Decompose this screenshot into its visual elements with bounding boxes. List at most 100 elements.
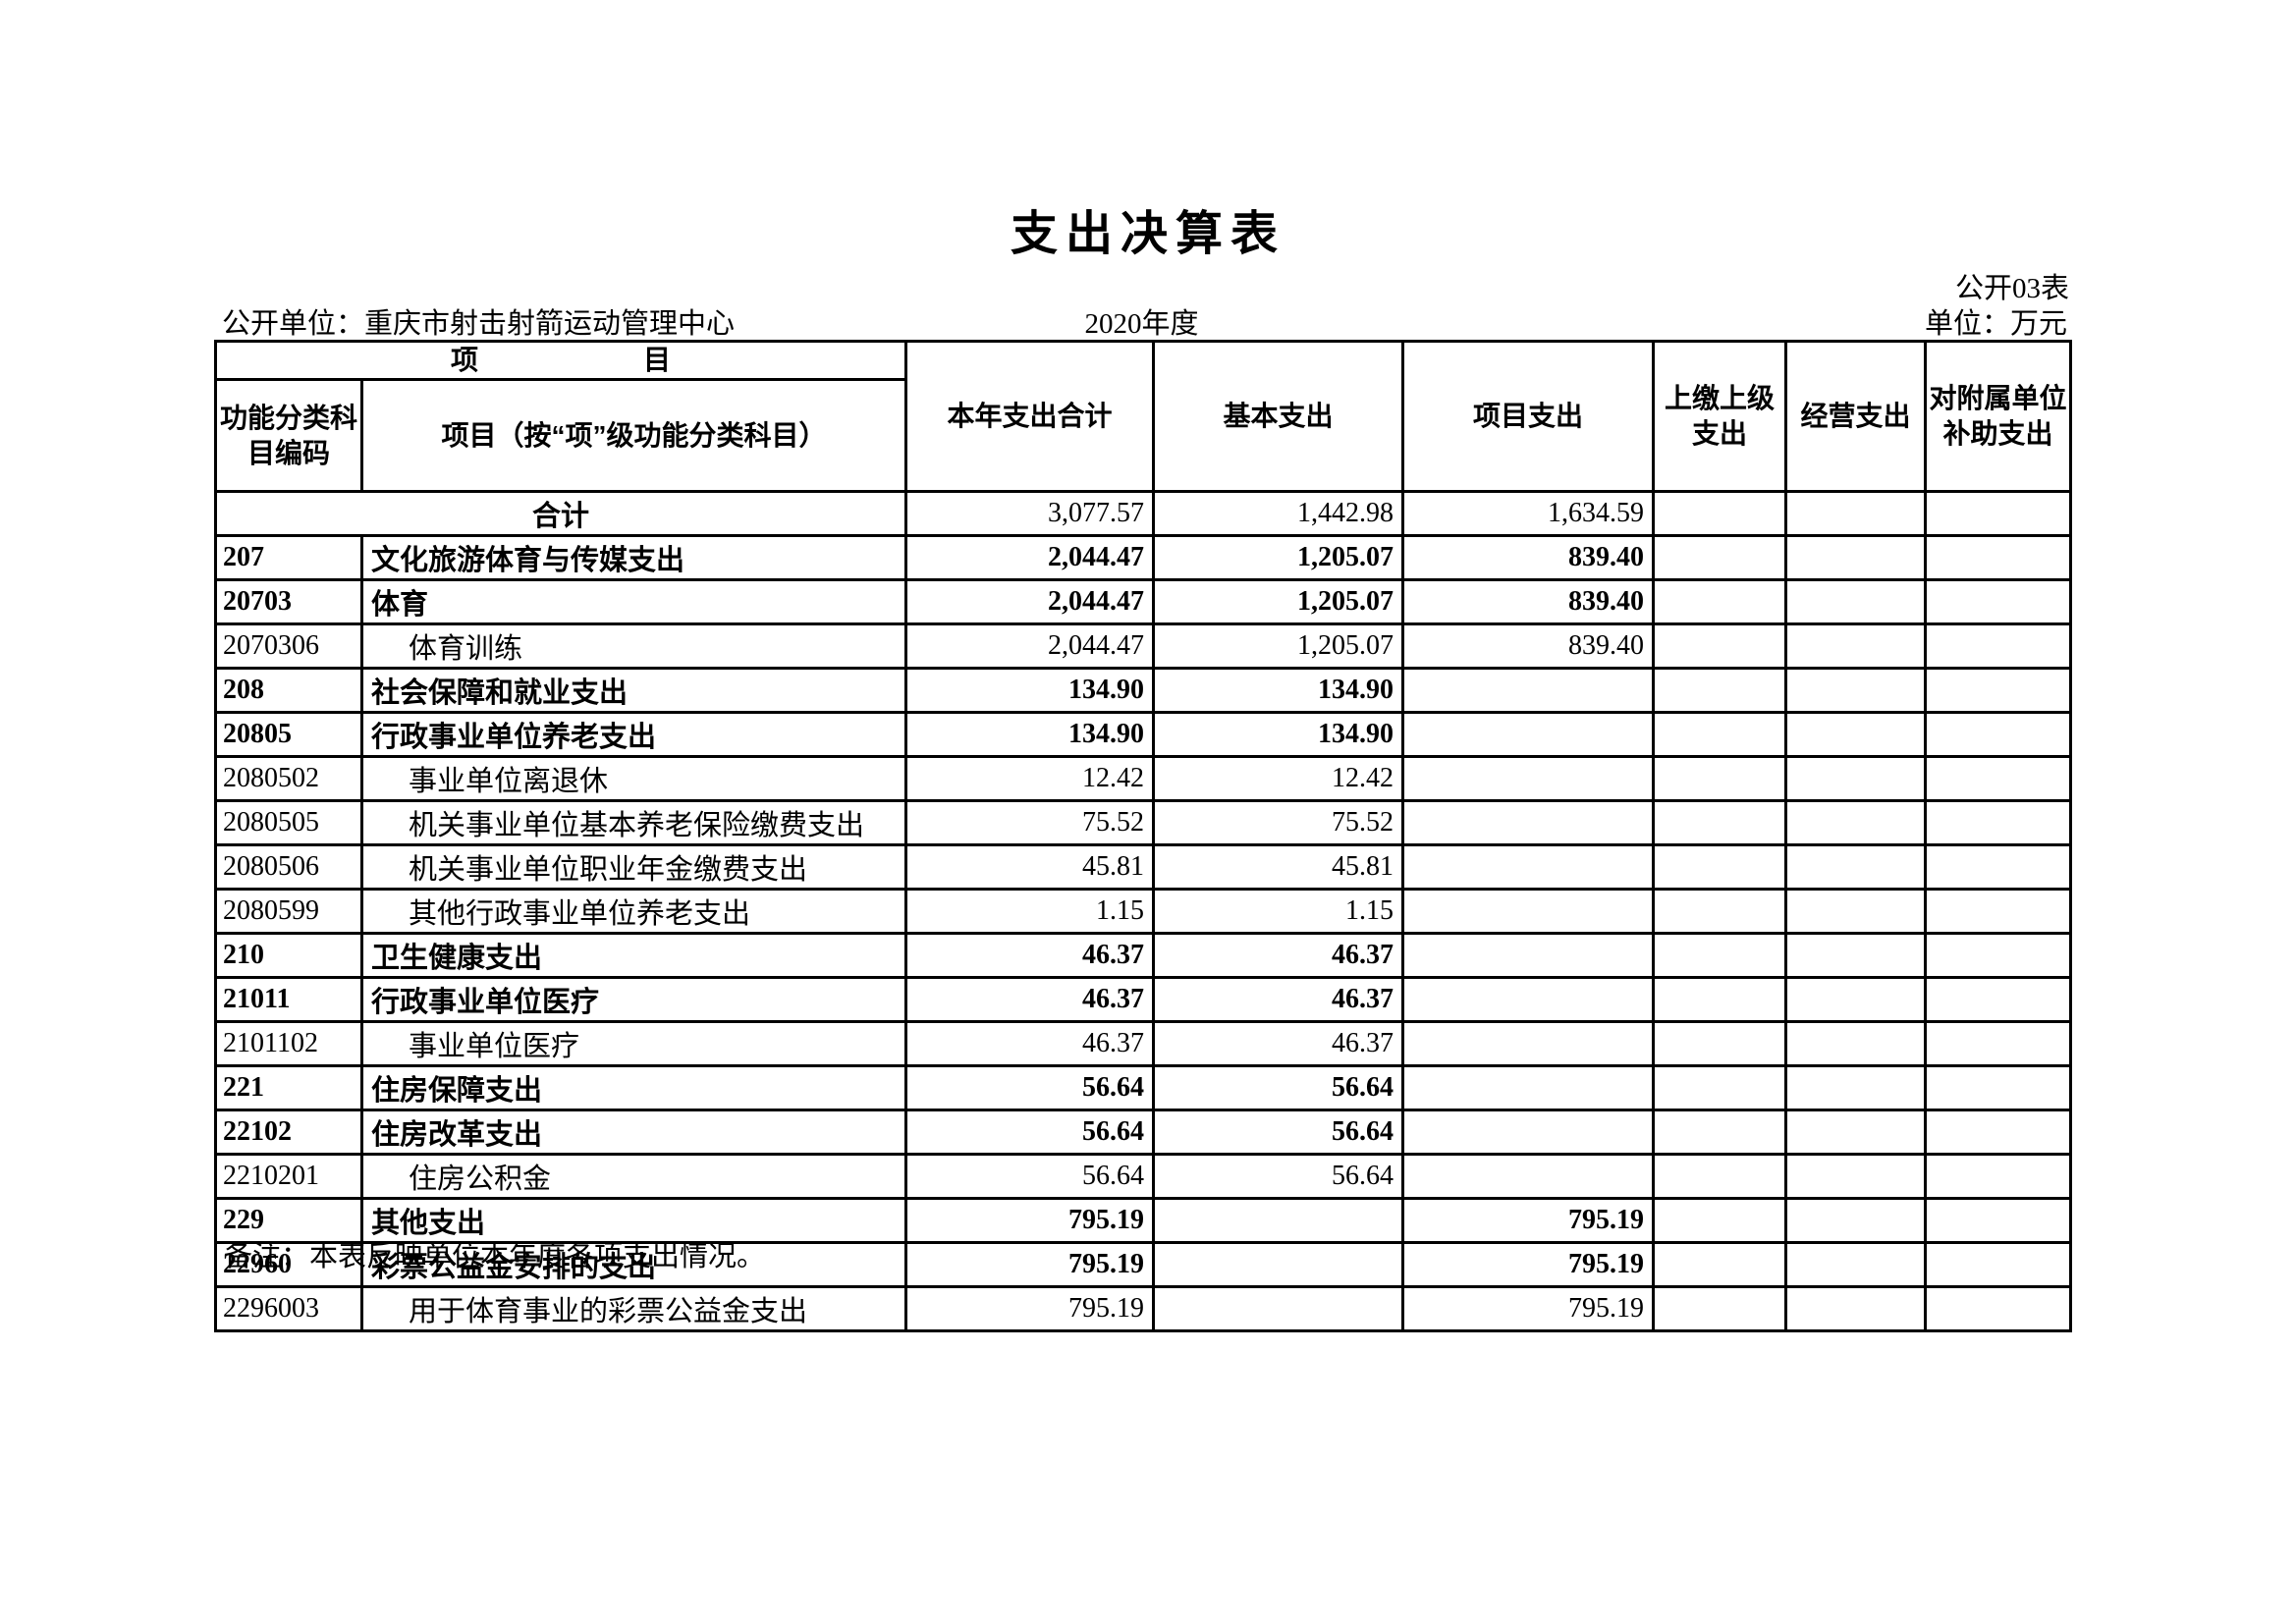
- value-cell-col2: 1,205.07: [1152, 534, 1405, 582]
- value-cell-col1: 134.90: [904, 667, 1156, 715]
- value-cell-col2: 56.64: [1152, 1064, 1405, 1112]
- name-cell: 文化旅游体育与传媒支出: [359, 534, 908, 582]
- code-cell: 21011: [214, 976, 363, 1024]
- value-cell-col4: [1652, 843, 1788, 892]
- name-cell: 行政事业单位医疗: [359, 976, 908, 1024]
- header-col-5: 经营支出: [1784, 339, 1928, 494]
- name-cell: 机关事业单位基本养老保险缴费支出: [359, 799, 908, 847]
- header-row-2: 功能分类科目编码 项目（按“项”级功能分类科目）: [214, 378, 2071, 494]
- code-cell: 210: [214, 932, 363, 980]
- value-cell-col5: [1784, 888, 1928, 936]
- header-item-label: 项目（按“项”级功能分类科目）: [359, 378, 908, 494]
- value-cell-col2: 1,205.07: [1152, 578, 1405, 626]
- value-cell-col3: [1401, 1153, 1656, 1201]
- code-cell: 2080599: [214, 888, 363, 936]
- value-cell-col5: [1784, 843, 1928, 892]
- table-row-2080506: 2080506 机关事业单位职业年金缴费支出 45.81 45.81: [214, 843, 2073, 892]
- value-cell-col3: 795.19: [1401, 1241, 1656, 1289]
- code-cell: 2210201: [214, 1153, 363, 1201]
- value-cell-col4: [1652, 622, 1788, 671]
- value-cell-col1: 46.37: [904, 976, 1156, 1024]
- name-cell: 社会保障和就业支出: [359, 667, 908, 715]
- table-row-2101102: 2101102 事业单位医疗 46.37 46.37: [214, 1020, 2073, 1068]
- value-cell-col6: [1924, 1241, 2073, 1289]
- value-cell-col4: [1652, 534, 1788, 582]
- value-cell-col3: 795.19: [1401, 1285, 1656, 1333]
- value-cell-col4: [1652, 799, 1788, 847]
- value-cell-col6: [1924, 711, 2073, 759]
- table-body: 合计 3,077.57 1,442.98 1,634.59 207 文化旅游体育与传媒支出…: [213, 490, 2073, 1333]
- value-cell-col3: [1401, 755, 1656, 803]
- value-cell-col5: [1784, 667, 1928, 715]
- value-cell-col3: [1401, 711, 1656, 759]
- value-cell-col5: [1784, 1064, 1928, 1112]
- value-cell-col2: 56.64: [1152, 1153, 1405, 1201]
- table-row-207: 207 文化旅游体育与传媒支出 2,044.47 1,205.07 839.40: [214, 534, 2073, 582]
- header-col-6: 对附属单位补助支出: [1924, 339, 2073, 494]
- value-cell-col5: [1784, 534, 1928, 582]
- value-cell-col2: [1152, 1285, 1405, 1333]
- value-cell-col2: [1152, 1197, 1405, 1245]
- header-item-group: 项 目: [213, 339, 908, 382]
- value-cell-col1: 2,044.47: [904, 534, 1156, 582]
- value-cell-col2: 1,205.07: [1152, 622, 1405, 671]
- header-col-4: 上缴上级支出: [1652, 339, 1788, 494]
- name-cell: 其他支出: [359, 1197, 908, 1245]
- code-cell: 20805: [214, 711, 363, 759]
- value-cell-col3: 1,634.59: [1401, 490, 1656, 538]
- code-cell: 208: [214, 667, 363, 715]
- value-cell-col5: [1784, 1197, 1928, 1245]
- value-cell-col5: [1784, 1285, 1928, 1333]
- table-row-2080505: 2080505 机关事业单位基本养老保险缴费支出 75.52 75.52: [214, 799, 2073, 847]
- value-cell-col5: [1784, 932, 1928, 980]
- name-cell: 体育训练: [359, 622, 908, 671]
- value-cell-col1: 56.64: [904, 1153, 1156, 1201]
- name-cell: 事业单位离退休: [359, 755, 908, 803]
- page-title: 支出决算表: [1010, 208, 1285, 260]
- value-cell-col2: 134.90: [1152, 711, 1405, 759]
- name-cell: 彩票公益金安排的支出: [359, 1241, 908, 1289]
- value-cell-col3: 839.40: [1401, 534, 1656, 582]
- value-cell-col4: [1652, 1064, 1788, 1112]
- table-row-2080502: 2080502 事业单位离退休 12.42 12.42: [214, 755, 2073, 803]
- value-cell-col4: [1652, 1285, 1788, 1333]
- value-cell-col3: [1401, 799, 1656, 847]
- value-cell-col3: 795.19: [1401, 1197, 1656, 1245]
- header-col-2: 基本支出: [1152, 339, 1405, 494]
- name-cell: 机关事业单位职业年金缴费支出: [359, 843, 908, 892]
- value-cell-col6: [1924, 1153, 2073, 1201]
- value-cell-col5: [1784, 1109, 1928, 1157]
- table-row-2070306: 2070306 体育训练 2,044.47 1,205.07 839.40: [214, 622, 2073, 671]
- total-label: 合计: [213, 490, 908, 538]
- value-cell-col5: [1784, 711, 1928, 759]
- value-cell-col4: [1652, 932, 1788, 980]
- value-cell-col1: 134.90: [904, 711, 1156, 759]
- value-cell-col3: [1401, 667, 1656, 715]
- code-cell: 2101102: [214, 1020, 363, 1068]
- value-cell-col6: [1924, 799, 2073, 847]
- value-cell-col4: [1652, 755, 1788, 803]
- value-cell-col2: 46.37: [1152, 976, 1405, 1024]
- value-cell-col3: 839.40: [1401, 578, 1656, 626]
- value-cell-col2: 56.64: [1152, 1109, 1405, 1157]
- value-cell-col6: [1924, 578, 2073, 626]
- table-row-221: 221 住房保障支出 56.64 56.64: [214, 1064, 2073, 1112]
- value-cell-col6: [1924, 1064, 2073, 1112]
- value-cell-col5: [1784, 1153, 1928, 1201]
- table-row-210: 210 卫生健康支出 46.37 46.37: [214, 932, 2073, 980]
- code-cell: 22960: [214, 1241, 363, 1289]
- value-cell-col6: [1924, 976, 2073, 1024]
- value-cell-col2: 12.42: [1152, 755, 1405, 803]
- value-cell-col2: 1,442.98: [1152, 490, 1405, 538]
- value-cell-col4: [1652, 976, 1788, 1024]
- name-cell: 住房公积金: [359, 1153, 908, 1201]
- name-cell: 用于体育事业的彩票公益金支出: [359, 1285, 908, 1333]
- value-cell-col6: [1924, 1020, 2073, 1068]
- value-cell-col1: 2,044.47: [904, 622, 1156, 671]
- table-row-2210201: 2210201 住房公积金 56.64 56.64: [214, 1153, 2073, 1201]
- value-cell-col1: 45.81: [904, 843, 1156, 892]
- value-cell-col3: [1401, 843, 1656, 892]
- table-row-229: 229 其他支出 795.19 795.19: [214, 1197, 2073, 1245]
- code-cell: 2080505: [214, 799, 363, 847]
